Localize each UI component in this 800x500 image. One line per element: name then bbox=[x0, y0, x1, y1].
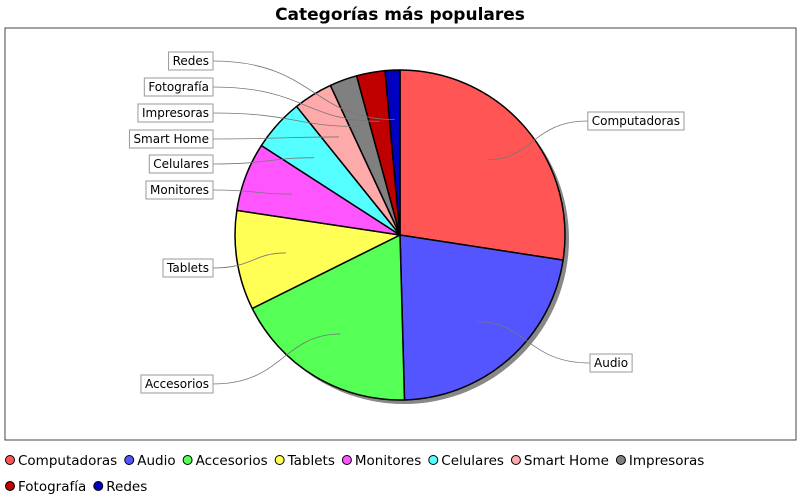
leader-line-celulares bbox=[212, 157, 315, 165]
legend-item-impresoras[interactable]: Impresoras bbox=[615, 453, 704, 469]
slice-label-box bbox=[148, 154, 214, 174]
slice-label-text: Smart Home bbox=[133, 132, 209, 146]
leader-line-fotografia bbox=[212, 86, 380, 122]
slice-label-text: Audio bbox=[594, 356, 628, 370]
slice-label-smart-home: Smart Home bbox=[128, 129, 214, 149]
slice-label-monitores: Monitores bbox=[145, 180, 214, 200]
leader-line-audio bbox=[476, 321, 591, 364]
slice-label-accesorios: Accesorios bbox=[140, 374, 214, 394]
legend-marker bbox=[93, 481, 104, 491]
leader-line-redes bbox=[212, 60, 395, 121]
slice-label-box bbox=[137, 103, 214, 123]
slice-label-text: Tablets bbox=[166, 261, 209, 275]
leader-line-impresoras bbox=[212, 112, 361, 127]
legend-label: Celulares bbox=[441, 453, 504, 469]
slice-label-box bbox=[589, 353, 633, 373]
legend-label: Redes bbox=[106, 479, 147, 495]
slice-label-text: Monitores bbox=[150, 183, 209, 197]
legend-marker bbox=[615, 455, 626, 465]
legend-item-fotografia[interactable]: Fotografía bbox=[5, 479, 87, 495]
pie-slices bbox=[234, 69, 566, 401]
pie-slice-redes bbox=[384, 69, 401, 236]
slice-label-audio: Audio bbox=[589, 353, 633, 373]
chart-title: Categorías más populares bbox=[275, 5, 525, 25]
legend-label: Audio bbox=[137, 453, 175, 469]
legend-marker bbox=[182, 455, 193, 465]
slice-label-computadoras: Computadoras bbox=[587, 111, 685, 131]
legend-label: Impresoras bbox=[629, 453, 704, 469]
legend-marker bbox=[341, 455, 352, 465]
slice-label-box bbox=[587, 111, 685, 131]
legend-marker bbox=[5, 455, 15, 465]
legend-item-monitores[interactable]: Monitores bbox=[341, 453, 421, 469]
pie-slice-tablets bbox=[234, 209, 401, 310]
legend-item-smart-home[interactable]: Smart Home bbox=[510, 453, 609, 469]
legend-label: Accesorios bbox=[196, 453, 268, 469]
leader-line-monitores bbox=[212, 189, 292, 195]
slice-label-tablets: Tablets bbox=[162, 258, 214, 278]
slice-label-box bbox=[145, 180, 214, 200]
slice-label-box bbox=[143, 77, 214, 97]
slice-label-impresoras: Impresoras bbox=[137, 103, 214, 123]
legend-item-accesorios[interactable]: Accesorios bbox=[182, 453, 268, 469]
legend-marker bbox=[274, 455, 285, 465]
slice-label-text: Impresoras bbox=[142, 106, 209, 120]
legend-label: Tablets bbox=[287, 453, 335, 469]
slice-label-text: Accesorios bbox=[145, 377, 209, 391]
pie-slice-audio bbox=[399, 234, 564, 401]
slice-label-box bbox=[162, 258, 214, 278]
slice-label-text: Celulares bbox=[153, 157, 209, 171]
legend-item-redes[interactable]: Redes bbox=[93, 479, 148, 495]
legend-marker bbox=[124, 455, 135, 465]
legend-marker bbox=[428, 455, 439, 465]
label-leaders bbox=[212, 60, 591, 385]
legend-label: Monitores bbox=[355, 453, 421, 469]
leader-line-computadoras bbox=[487, 120, 588, 161]
legend-label: Smart Home bbox=[524, 453, 609, 469]
slice-label-box bbox=[168, 51, 214, 71]
legend-marker bbox=[5, 481, 15, 491]
legend-label: Computadoras bbox=[18, 453, 117, 469]
slice-label-text: Fotografía bbox=[148, 80, 209, 94]
pie-slice-computadoras bbox=[399, 69, 566, 261]
leader-line-smart-home bbox=[212, 136, 340, 140]
slice-label-fotografia: Fotografía bbox=[143, 77, 214, 97]
legend-item-celulares[interactable]: Celulares bbox=[428, 453, 504, 469]
slice-label-text: Redes bbox=[173, 54, 209, 68]
leader-line-accesorios bbox=[212, 333, 341, 385]
legend-item-audio[interactable]: Audio bbox=[124, 453, 176, 469]
pie-slice-accesorios bbox=[251, 234, 406, 401]
leader-line-tablets bbox=[212, 252, 286, 269]
slice-label-celulares: Celulares bbox=[148, 154, 214, 174]
legend: Computadoras Audio Accesorios Tablets Monito… bbox=[5, 453, 704, 495]
legend-item-tablets[interactable]: Tablets bbox=[274, 453, 335, 469]
legend-item-computadoras[interactable]: Computadoras bbox=[5, 453, 118, 469]
slice-label-redes: Redes bbox=[168, 51, 214, 71]
slice-labels: Computadoras Audio Accesorios Tablets Monito… bbox=[128, 51, 685, 394]
slice-label-box bbox=[140, 374, 214, 394]
legend-marker bbox=[510, 455, 521, 465]
slice-label-text: Computadoras bbox=[592, 114, 680, 128]
slice-label-box bbox=[128, 129, 214, 149]
legend-label: Fotografía bbox=[18, 479, 86, 495]
